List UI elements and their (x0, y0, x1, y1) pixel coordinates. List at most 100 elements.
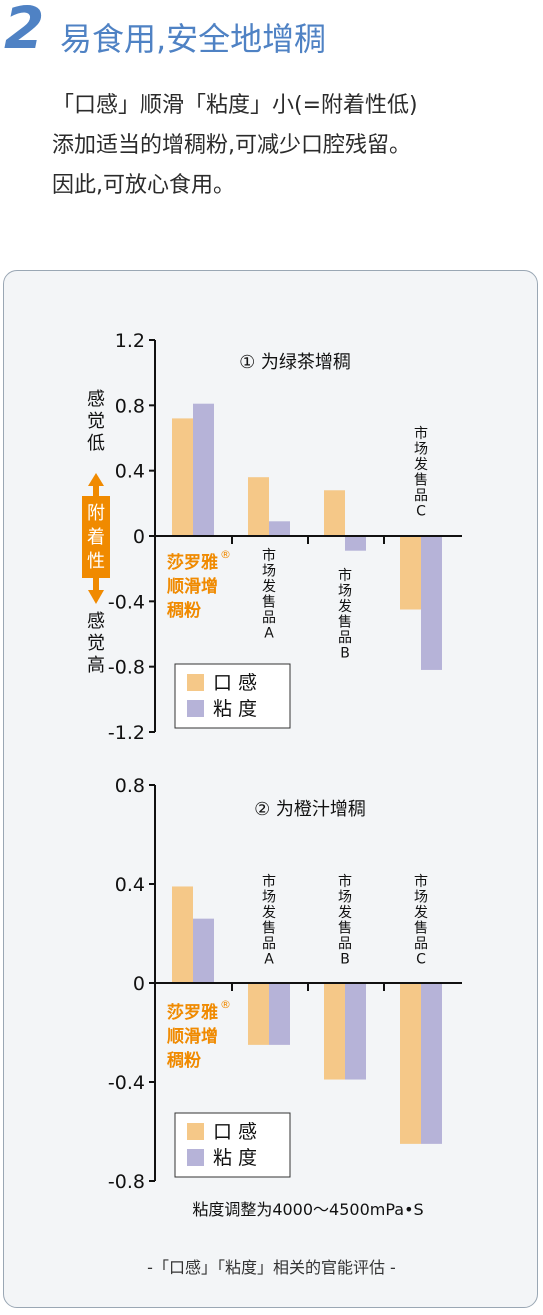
category-label-char: 市 (262, 547, 276, 564)
arrow-down-icon (88, 590, 104, 604)
y-tick-label: -0.8 (108, 1171, 145, 1193)
y-tick-label: -0.8 (108, 657, 145, 679)
y-tick-label: 0.4 (115, 874, 145, 896)
category-label-char: 市 (338, 567, 352, 584)
category-label-char: 品 (338, 936, 352, 952)
bar-viscosity-1 (193, 918, 214, 983)
description-line-1: 「口感」顺滑「粘度」小(=附着性低) (52, 93, 418, 118)
bar-mouthfeel-4 (400, 983, 421, 1144)
bar-viscosity-4 (421, 983, 442, 1144)
y-tick-label: 1.2 (115, 330, 145, 352)
description: 「口感」顺滑「粘度」小(=附着性低) 添加适当的增稠粉,可减少口腔残留。 因此,… (52, 86, 532, 206)
y-tick-label: -0.4 (108, 1072, 145, 1094)
bar-mouthfeel-1 (172, 886, 193, 983)
brand-label-line: 顺滑增 (167, 1026, 218, 1047)
category-label-char: 场 (414, 442, 428, 458)
side-label-bottom-char: 感 (87, 611, 105, 632)
legend-swatch-viscosity (187, 700, 204, 717)
bar-viscosity-3 (345, 536, 366, 551)
bar-viscosity-1 (193, 403, 214, 536)
bar-viscosity-2 (269, 983, 290, 1045)
category-label-char: 市 (414, 425, 428, 442)
x-axis-note: 粘度调整为4000～4500mPa•S (192, 1200, 423, 1219)
description-line-2: 添加适当的增稠粉,可减少口腔残留。 (52, 133, 411, 158)
category-label-char: 售 (414, 921, 428, 937)
category-label-char: A (264, 626, 274, 642)
legend-label: 口 感 (213, 672, 257, 694)
bar-mouthfeel-3 (324, 983, 345, 1080)
legend-swatch-mouthfeel (187, 674, 204, 691)
y-tick-label: 0 (133, 973, 145, 995)
category-label-char: 发 (414, 457, 428, 473)
legend-swatch-viscosity (187, 1149, 204, 1166)
section-heading: 2 易食用,安全地增稠 (0, 0, 543, 70)
brand-label-line: 稠粉 (167, 600, 201, 621)
y-tick-label: 0.8 (115, 395, 145, 417)
side-label-bottom-char: 觉 (87, 633, 105, 654)
brand-label-line: 莎罗雅 (167, 1002, 218, 1023)
category-label-char: 售 (262, 595, 276, 611)
category-label-char: 发 (338, 599, 352, 615)
arrow-down-shaft (93, 578, 99, 590)
side-label-top-char: 低 (87, 433, 105, 454)
bar-viscosity-2 (269, 521, 290, 536)
chart-title: ① 为绿茶增稠 (239, 352, 351, 373)
category-label-char: 发 (338, 905, 352, 921)
category-label-char: 场 (338, 890, 352, 906)
registered-mark: ® (220, 548, 231, 561)
category-label-char: 场 (262, 890, 276, 906)
side-label-top-char: 感 (87, 389, 105, 410)
bar-mouthfeel-3 (324, 490, 345, 536)
section-number: 2 (4, 0, 45, 62)
category-label-char: 品 (338, 630, 352, 646)
category-label-char: 品 (414, 936, 428, 952)
bar-mouthfeel-2 (248, 477, 269, 536)
side-label-middle-char: 着 (87, 527, 105, 548)
bar-viscosity-3 (345, 983, 366, 1080)
y-tick-label: 0.4 (115, 461, 145, 483)
category-label-char: B (340, 646, 350, 662)
arrow-up-icon (88, 473, 104, 486)
category-label-char: C (416, 504, 426, 520)
chart-title: ② 为橙汁增稠 (254, 799, 366, 820)
category-label-char: 发 (414, 905, 428, 921)
y-tick-label: -0.4 (108, 591, 145, 613)
brand-label-line: 稠粉 (167, 1050, 201, 1071)
footnote: -「口感」「粘度」相关的官能评估 - (147, 1258, 396, 1277)
brand-label-line: 莎罗雅 (167, 552, 218, 573)
category-label-char: 售 (338, 615, 352, 631)
bar-mouthfeel-4 (400, 536, 421, 610)
category-label-char: 售 (338, 921, 352, 937)
y-tick-label: 0.8 (115, 775, 145, 797)
category-label-char: 发 (262, 579, 276, 595)
side-label-bottom-char: 高 (87, 655, 105, 676)
bar-mouthfeel-1 (172, 418, 193, 536)
category-label-char: 市 (262, 873, 276, 890)
y-tick-label: -1.2 (108, 722, 145, 744)
arrow-up-shaft (93, 486, 99, 496)
category-label-char: C (416, 952, 426, 968)
category-label-char: 品 (262, 936, 276, 952)
category-label-char: 售 (414, 473, 428, 489)
section-title: 易食用,安全地增稠 (60, 20, 327, 58)
category-label-char: B (340, 952, 350, 968)
y-tick-label: 0 (133, 526, 145, 548)
category-label-char: 售 (262, 921, 276, 937)
category-label-char: 发 (262, 905, 276, 921)
legend-label: 粘 度 (213, 1147, 257, 1169)
category-label-char: 市 (414, 873, 428, 890)
category-label-char: 场 (414, 890, 428, 906)
bar-mouthfeel-2 (248, 983, 269, 1045)
category-label-char: 场 (338, 584, 352, 600)
category-label-char: 场 (262, 564, 276, 580)
legend-label: 粘 度 (213, 698, 257, 720)
category-label-char: 市 (338, 873, 352, 890)
bar-viscosity-4 (421, 536, 442, 670)
brand-label-line: 顺滑增 (167, 576, 218, 597)
registered-mark: ® (220, 998, 231, 1011)
category-label-char: 品 (414, 488, 428, 504)
category-label-char: A (264, 952, 274, 968)
legend-label: 口 感 (213, 1121, 257, 1143)
side-label-box (82, 496, 110, 578)
